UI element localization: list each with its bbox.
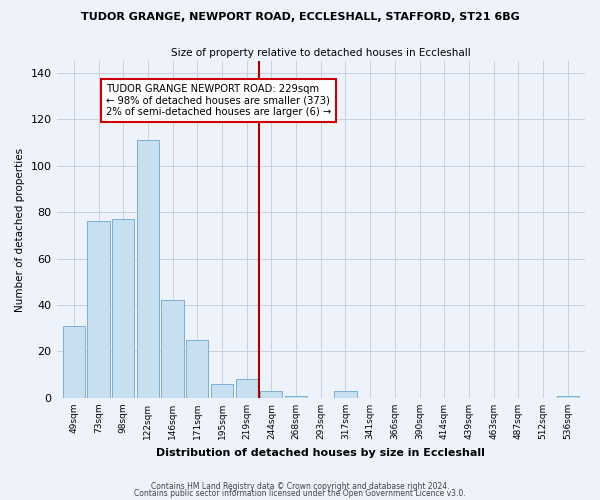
Text: TUDOR GRANGE NEWPORT ROAD: 229sqm
← 98% of detached houses are smaller (373)
2% : TUDOR GRANGE NEWPORT ROAD: 229sqm ← 98% … — [106, 84, 331, 117]
Bar — [334, 391, 356, 398]
Bar — [88, 222, 110, 398]
Bar — [137, 140, 159, 398]
Bar — [186, 340, 208, 398]
Bar — [285, 396, 307, 398]
Bar — [211, 384, 233, 398]
Text: Contains HM Land Registry data © Crown copyright and database right 2024.: Contains HM Land Registry data © Crown c… — [151, 482, 449, 491]
Bar — [557, 396, 579, 398]
Bar — [260, 391, 283, 398]
X-axis label: Distribution of detached houses by size in Eccleshall: Distribution of detached houses by size … — [157, 448, 485, 458]
Text: Contains public sector information licensed under the Open Government Licence v3: Contains public sector information licen… — [134, 488, 466, 498]
Y-axis label: Number of detached properties: Number of detached properties — [15, 148, 25, 312]
Text: TUDOR GRANGE, NEWPORT ROAD, ECCLESHALL, STAFFORD, ST21 6BG: TUDOR GRANGE, NEWPORT ROAD, ECCLESHALL, … — [80, 12, 520, 22]
Bar — [63, 326, 85, 398]
Bar — [236, 380, 258, 398]
Title: Size of property relative to detached houses in Eccleshall: Size of property relative to detached ho… — [171, 48, 470, 58]
Bar — [161, 300, 184, 398]
Bar — [112, 219, 134, 398]
